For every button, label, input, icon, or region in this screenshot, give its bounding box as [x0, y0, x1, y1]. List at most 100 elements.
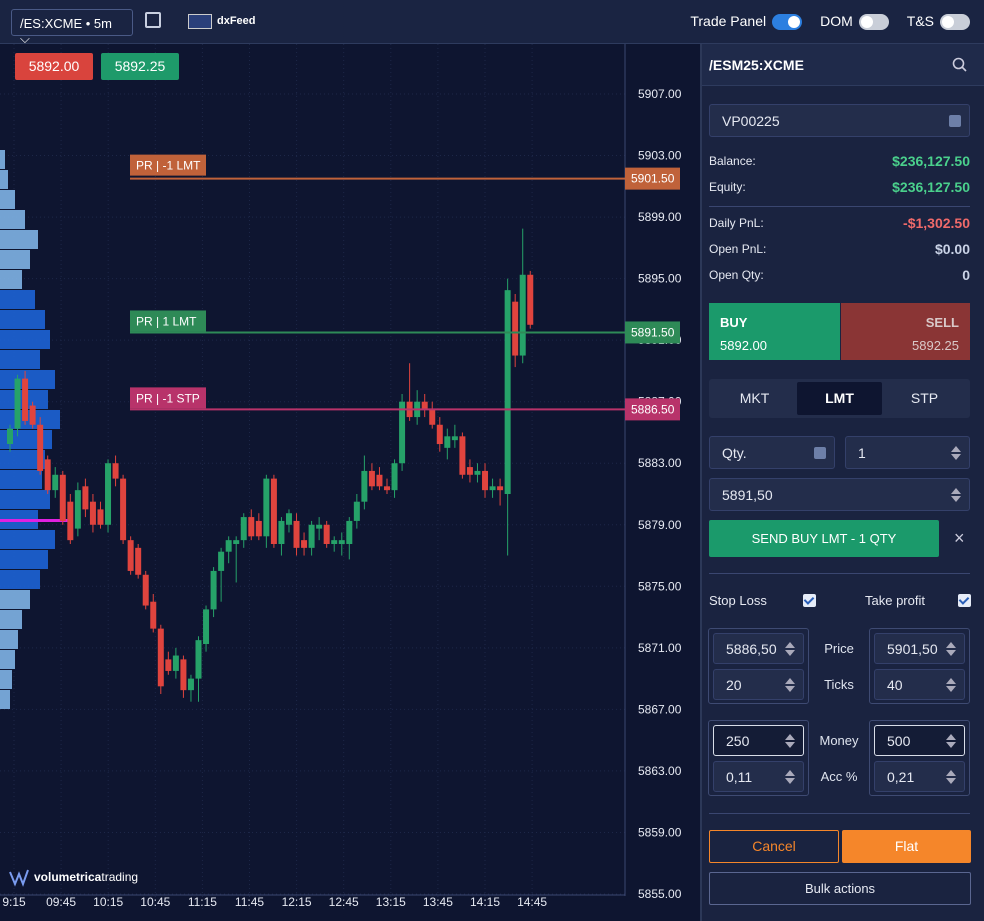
toggle-switch[interactable]	[940, 14, 970, 31]
candle-body	[135, 547, 142, 575]
value: 40	[887, 676, 903, 693]
tab[interactable]: LMT	[797, 382, 882, 415]
candle-body	[225, 540, 232, 552]
price-tag	[625, 398, 680, 421]
order-label: PR | 1 LMT	[136, 314, 197, 328]
ask-quote[interactable]: 5892.25	[101, 53, 179, 80]
candle-body	[187, 678, 194, 691]
sltp-input[interactable]: 500	[874, 725, 965, 756]
price-tag-label: 5901.50	[631, 172, 675, 186]
candle-body	[165, 659, 172, 671]
toggle-item: Trade Panel	[690, 13, 803, 31]
spinner	[946, 641, 956, 656]
volume-bar	[0, 230, 38, 249]
divider	[709, 813, 970, 814]
candle-body	[278, 520, 285, 544]
candle-body	[195, 640, 202, 679]
candle-body	[497, 486, 504, 491]
field-label: Ticks	[824, 677, 854, 692]
cancel-button[interactable]: Cancel	[709, 830, 839, 863]
popout-icon[interactable]	[145, 12, 161, 28]
spinner	[785, 769, 795, 784]
sltp-input[interactable]: 20	[713, 669, 804, 700]
y-tick-label: 5903.00	[638, 149, 682, 163]
toggle-switch[interactable]	[772, 14, 803, 31]
row-label: Balance:	[709, 154, 756, 168]
spinner	[785, 733, 795, 748]
y-tick-label: 5883.00	[638, 456, 682, 470]
sltp-input[interactable]: 40	[874, 669, 965, 700]
candle-body	[353, 501, 360, 521]
candle-body	[59, 474, 66, 521]
sltp-input[interactable]: 250	[713, 725, 804, 756]
spinner	[951, 487, 961, 502]
bulk-button[interactable]: Bulk actions	[709, 872, 971, 905]
toggle-label: DOM	[820, 13, 853, 29]
row-label: Open Qty:	[709, 268, 764, 282]
candle-body	[112, 463, 119, 479]
sltp-input[interactable]: 5901,50	[874, 633, 965, 664]
candle-body	[37, 424, 44, 471]
qty-input[interactable]: 1	[845, 436, 970, 469]
volume-bar	[0, 310, 45, 329]
close-icon[interactable]: ×	[954, 528, 965, 548]
sltp-input[interactable]: 5886,50	[713, 633, 804, 664]
value: 250	[726, 732, 750, 749]
candle-body	[157, 628, 164, 687]
send-button[interactable]: SEND BUY LMT - 1 QTY	[709, 520, 939, 557]
x-tick-label: 13:15	[376, 895, 406, 909]
toggle-label: T&S	[906, 13, 934, 29]
qty-select[interactable]: Qty.	[709, 436, 835, 469]
search-icon[interactable]	[952, 57, 968, 73]
y-tick-label: 5875.00	[638, 579, 682, 593]
flat-button[interactable]: Flat	[842, 830, 971, 863]
candle-body	[240, 517, 247, 541]
x-tick-label: 14:15	[470, 895, 500, 909]
sell-button[interactable]: SELL 5892.25	[841, 303, 970, 360]
stop-loss-label: Stop Loss	[709, 593, 767, 608]
candle-body	[67, 501, 74, 541]
volume-bar	[0, 150, 5, 169]
candle-body	[44, 459, 51, 491]
volume-bar	[0, 210, 25, 229]
toggle-switch[interactable]	[858, 14, 889, 31]
sltp-input[interactable]: 0,11	[713, 761, 804, 792]
feed: dxFeed	[217, 15, 256, 27]
volume-bar	[0, 330, 50, 349]
candle-body	[482, 470, 489, 491]
spinner	[946, 677, 956, 692]
y-tick-label: 5899.00	[638, 210, 682, 224]
candle-body	[74, 490, 81, 529]
candle-body	[293, 520, 300, 548]
volume-bar	[0, 190, 15, 209]
bid-quote[interactable]: 5892.00	[15, 53, 93, 80]
candle-body	[203, 609, 210, 644]
candle-body	[451, 436, 458, 441]
candle-body	[233, 540, 240, 544]
candle-body	[301, 540, 308, 548]
candle-body	[444, 436, 451, 448]
candle-body	[248, 517, 255, 537]
volume-bar	[0, 350, 40, 369]
tab[interactable]: MKT	[739, 390, 770, 406]
take-profit-checkbox[interactable]	[958, 594, 971, 607]
stop-loss-checkbox[interactable]	[803, 594, 816, 607]
price-input[interactable]: 5891,50	[709, 478, 970, 511]
account-select[interactable]: VP00225	[709, 104, 970, 137]
x-tick-label: 14:45	[517, 895, 547, 909]
value: 500	[887, 732, 911, 749]
sell-label: SELL	[925, 315, 959, 330]
flag-icon	[188, 14, 212, 29]
candle-body	[180, 659, 187, 691]
candle-body	[429, 409, 436, 425]
buy-button[interactable]: BUY 5892.00	[709, 303, 840, 360]
candle-body	[285, 513, 292, 525]
candle-body	[7, 428, 13, 444]
x-tick-label: 9:15	[2, 895, 26, 909]
tab[interactable]: STP	[910, 390, 939, 406]
symbol-select[interactable]: /ES:XCME • 5m ⌵	[11, 9, 133, 46]
sltp-input[interactable]: 0,21	[874, 761, 965, 792]
candle-body	[29, 405, 36, 425]
buy-price: 5892.00	[720, 338, 767, 353]
candle-body	[519, 274, 526, 356]
